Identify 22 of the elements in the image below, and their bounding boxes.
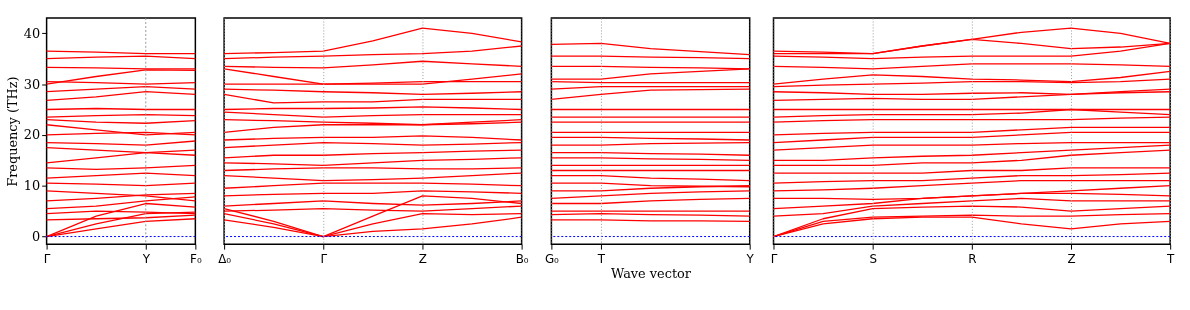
x-tick-label: Z: [418, 251, 428, 266]
x-tick-label: Γ: [770, 251, 778, 266]
y-tick-label: 30: [23, 76, 41, 92]
x-tick-label: S: [869, 251, 877, 266]
x-tick-label: Γ: [43, 251, 51, 266]
x-tick-label: G₀: [544, 251, 560, 266]
y-tick-label: 0: [31, 229, 41, 244]
y-tick-label: 40: [23, 25, 41, 41]
y-tick-label: 10: [23, 178, 41, 194]
x-tick-label: T: [596, 251, 606, 266]
x-tick-label: T: [1166, 251, 1176, 266]
y-tick-label: 20: [23, 127, 41, 143]
x-tick-label: Y: [745, 251, 755, 266]
x-tick-label: R: [968, 251, 977, 266]
y-axis-title: Frequency (THz): [4, 76, 20, 187]
x-tick-label: Z: [1067, 251, 1076, 266]
x-tick-label: Γ: [320, 251, 328, 266]
x-tick-label: B₀: [515, 251, 529, 266]
x-tick-label: Y: [141, 251, 151, 266]
x-axis-title: Wave vector: [611, 266, 692, 282]
x-tick-label: Δ₀: [218, 251, 232, 266]
x-tick-label: F₀: [190, 251, 202, 266]
